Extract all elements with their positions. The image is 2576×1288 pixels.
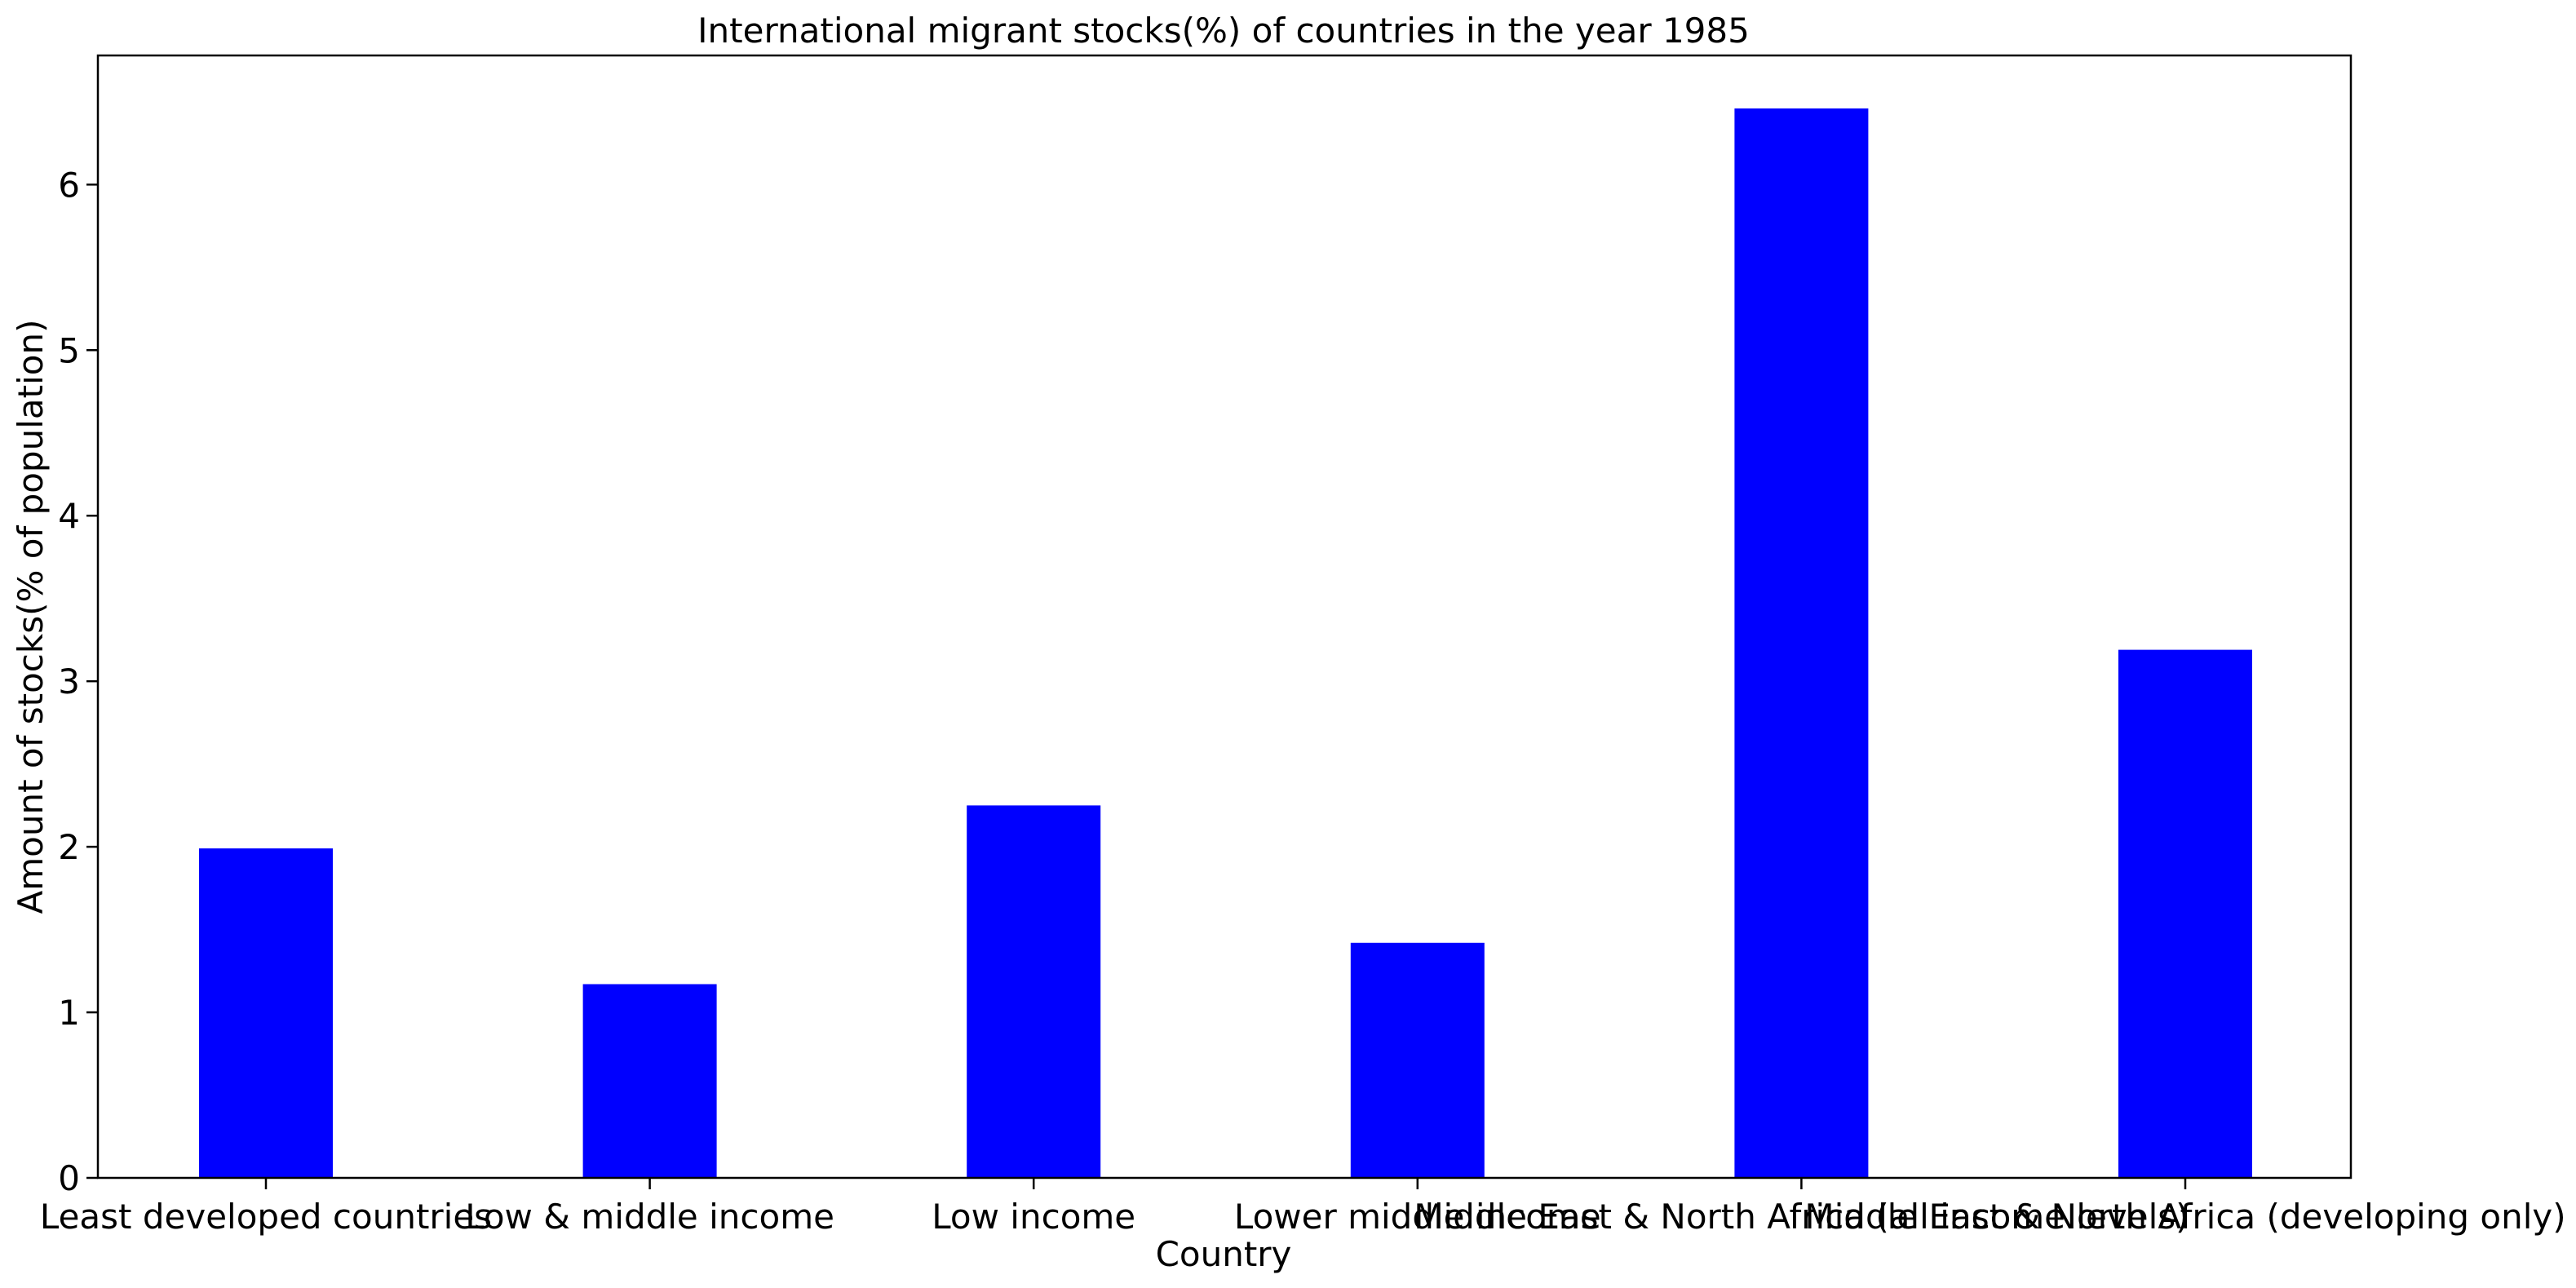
y-tick-label: 2 [58,827,80,867]
x-tick-label: Lower middle income [1234,1197,1601,1237]
y-axis-label: Amount of stocks(% of population) [11,320,51,914]
x-tick-label: Least developed countries [40,1197,492,1237]
x-tick-label: Low & middle income [465,1197,834,1237]
x-tick-label: Middle East & North Africa (all income l… [1414,1197,2189,1237]
x-tick-label: Middle East & North Africa (developing o… [1804,1197,2565,1237]
y-axis-ticks: 0 1 2 3 4 5 6 [58,165,98,1198]
y-tick-label: 5 [58,330,80,370]
y-tick-label: 6 [58,165,80,205]
x-axis-label: Country [1156,1234,1292,1274]
bar-4 [1350,942,1485,1178]
bars-group [199,108,2252,1178]
bar-1 [199,848,333,1178]
y-tick-label: 4 [58,496,80,536]
bar-3 [967,805,1101,1178]
bar-6 [2118,649,2252,1178]
bar-5 [1734,108,1869,1178]
y-tick-label: 1 [58,993,80,1033]
x-tick-label: Low income [932,1197,1135,1237]
y-tick-label: 3 [58,662,80,702]
chart-title: International migrant stocks(%) of count… [697,11,1750,51]
y-tick-label: 0 [58,1158,80,1198]
plot-area-frame [96,54,2352,1180]
bar-2 [582,984,717,1178]
